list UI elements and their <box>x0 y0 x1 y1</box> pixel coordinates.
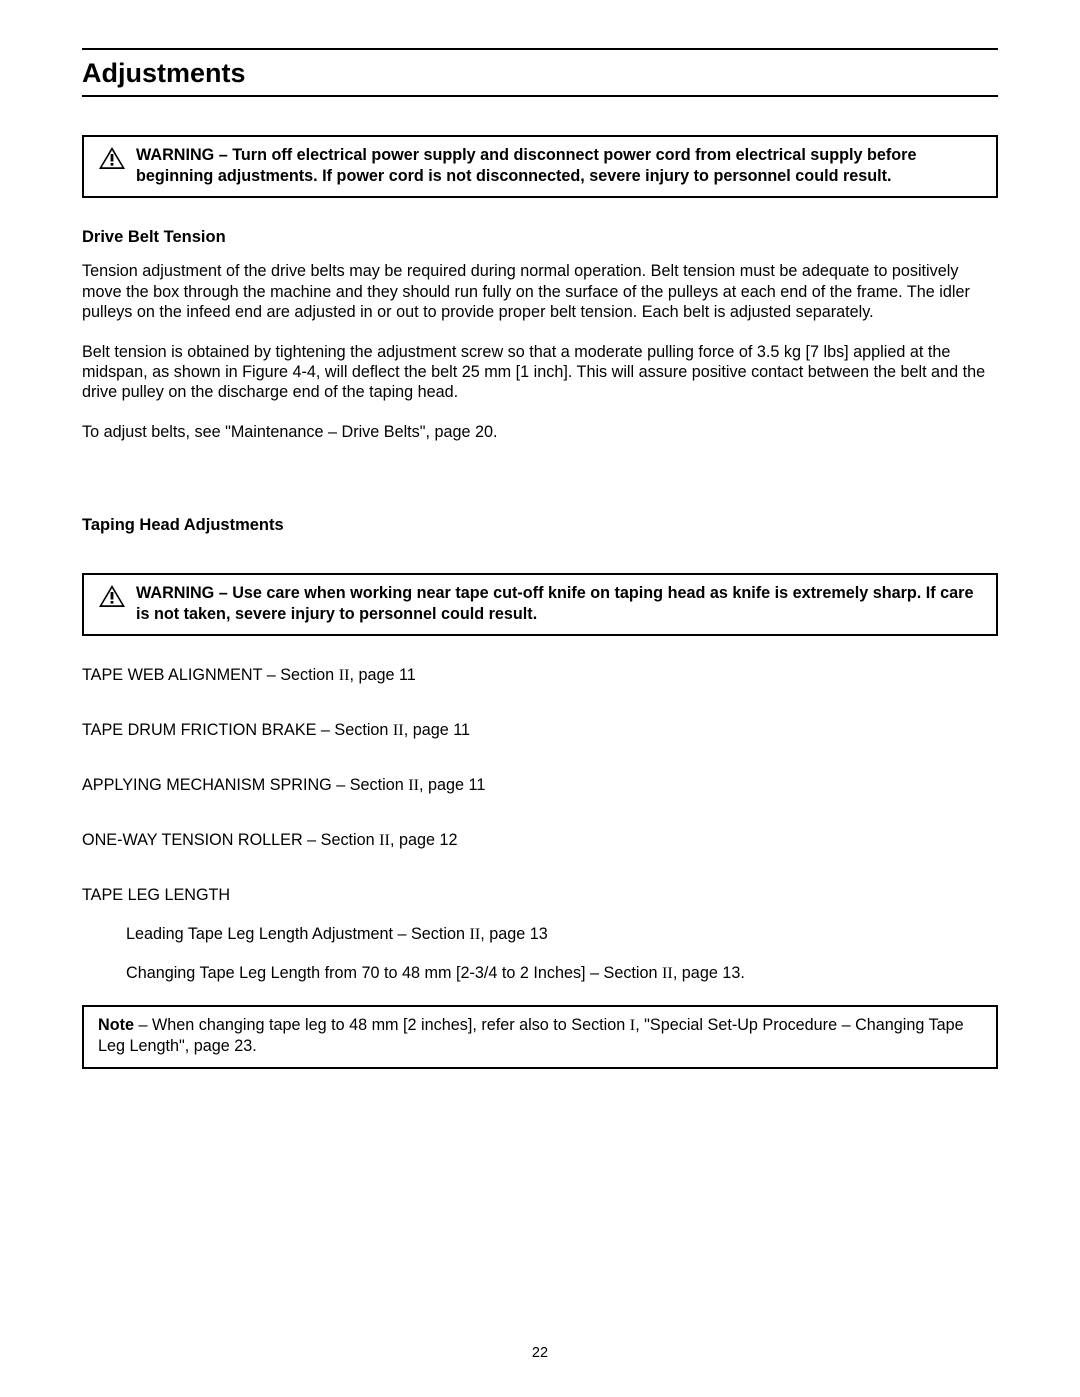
sub-list-item: Changing Tape Leg Length from 70 to 48 m… <box>82 964 998 983</box>
paragraph: Belt tension is obtained by tightening t… <box>82 342 998 402</box>
warning-lead: WARNING <box>136 584 214 602</box>
warning-text: WARNING – Use care when working near tap… <box>136 583 984 624</box>
paragraph: To adjust belts, see "Maintenance – Driv… <box>82 422 998 442</box>
warning-body: – Use care when working near tape cut-of… <box>136 584 973 623</box>
note-box: Note – When changing tape leg to 48 mm [… <box>82 1005 998 1068</box>
title-underline <box>82 95 998 97</box>
warning-body: – Turn off electrical power supply and d… <box>136 146 916 185</box>
warning-icon <box>98 584 126 614</box>
note-lead: Note <box>98 1016 134 1034</box>
note-text-a: – When changing tape leg to 48 mm [2 inc… <box>134 1016 630 1034</box>
top-rule <box>82 48 998 50</box>
list-item: TAPE WEB ALIGNMENT – Section II, page 11 <box>82 666 998 685</box>
warning-text: WARNING – Turn off electrical power supp… <box>136 145 984 186</box>
page: Adjustments WARNING – Turn off electrica… <box>0 0 1080 1397</box>
warning-box-power: WARNING – Turn off electrical power supp… <box>82 135 998 198</box>
warning-lead: WARNING <box>136 146 214 164</box>
subhead-taping-head: Taping Head Adjustments <box>82 516 998 535</box>
paragraph: Tension adjustment of the drive belts ma… <box>82 261 998 321</box>
list-item: TAPE LEG LENGTH <box>82 886 998 905</box>
page-title: Adjustments <box>82 58 998 89</box>
sub-list-item: Leading Tape Leg Length Adjustment – Sec… <box>82 925 998 944</box>
warning-box-knife: WARNING – Use care when working near tap… <box>82 573 998 636</box>
spacer <box>82 462 998 516</box>
subhead-drive-belt: Drive Belt Tension <box>82 228 998 247</box>
warning-icon <box>98 146 126 176</box>
list-item: APPLYING MECHANISM SPRING – Section II, … <box>82 776 998 795</box>
page-number: 22 <box>0 1345 1080 1361</box>
list-item: TAPE DRUM FRICTION BRAKE – Section II, p… <box>82 721 998 740</box>
list-item: ONE-WAY TENSION ROLLER – Section II, pag… <box>82 831 998 850</box>
spacer <box>82 549 998 573</box>
